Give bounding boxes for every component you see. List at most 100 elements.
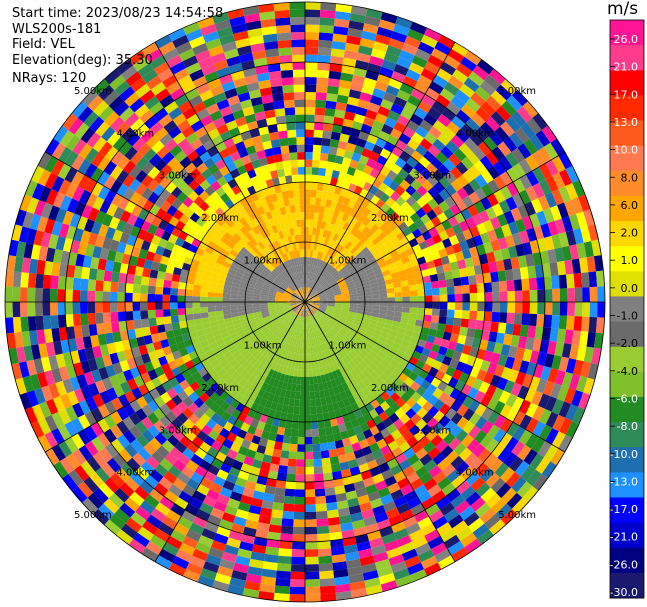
range-gate: [103, 90, 120, 106]
range-gate: [347, 285, 356, 291]
range-gate: [521, 278, 530, 291]
range-gate: [93, 487, 109, 504]
range-gate: [338, 237, 346, 246]
range-gate: [330, 216, 338, 225]
range-gate: [162, 515, 178, 530]
range-gate: [290, 313, 297, 321]
range-gate: [139, 89, 156, 104]
range-gate: [421, 180, 434, 192]
range-gate: [302, 294, 305, 302]
range-gate: [188, 94, 203, 108]
range-gate: [87, 95, 104, 112]
range-gate: [314, 322, 319, 330]
range-gate: [168, 484, 183, 497]
range-gate: [216, 417, 228, 428]
range-gate: [272, 379, 280, 388]
range-gate: [397, 269, 407, 277]
range-gate: [418, 353, 429, 364]
range-gate: [145, 251, 156, 262]
range-gate: [192, 302, 201, 308]
range-gate: [582, 302, 590, 317]
range-gate: [366, 201, 376, 211]
range-gate: [267, 63, 281, 73]
range-gate: [294, 391, 301, 400]
range-gate: [407, 94, 422, 108]
range-gate: [212, 423, 224, 435]
range-gate: [235, 508, 249, 520]
range-gate: [12, 271, 22, 288]
range-gate: [42, 302, 51, 316]
range-gate: [424, 302, 433, 309]
range-gate: [253, 536, 268, 547]
range-gate: [385, 197, 396, 208]
range-gate: [172, 429, 185, 442]
range-gate: [312, 346, 316, 354]
range-gate: [140, 293, 148, 302]
range-gate: [499, 404, 513, 419]
range-gate: [204, 397, 215, 408]
range-gate: [329, 279, 337, 286]
range-gate: [117, 197, 130, 211]
range-gate: [358, 243, 367, 252]
range-gate: [219, 33, 236, 46]
range-gate: [260, 364, 268, 374]
range-gate: [411, 535, 428, 549]
range-gate: [258, 275, 267, 282]
range-gate: [420, 168, 433, 181]
range-gate: [544, 289, 553, 302]
range-gate: [315, 510, 328, 520]
range-gate: [370, 48, 387, 60]
range-gate: [193, 184, 205, 196]
range-gate: [305, 331, 307, 340]
range-gate: [523, 449, 538, 466]
range-gate: [255, 529, 269, 540]
range-gate: [305, 316, 308, 325]
range-gate: [234, 374, 244, 384]
range-gate: [305, 421, 312, 430]
range-gate: [132, 310, 141, 321]
range-gate: [294, 307, 300, 314]
range-gate: [142, 199, 155, 212]
range-gate: [421, 94, 436, 108]
range-gate: [322, 183, 330, 192]
range-gate: [468, 178, 482, 192]
range-gate: [238, 314, 248, 320]
range-gate: [401, 285, 410, 292]
range-gate: [487, 410, 500, 425]
range-gate: [468, 191, 481, 205]
range-gate: [318, 252, 324, 260]
range-gate: [335, 243, 342, 252]
range-gate: [273, 328, 280, 336]
range-gate: [257, 241, 266, 250]
range-gate: [50, 314, 59, 329]
range-gate: [300, 212, 305, 220]
range-gate: [561, 216, 574, 233]
range-gate: [302, 309, 305, 317]
range-gate: [116, 420, 130, 435]
range-gate: [418, 435, 431, 448]
range-gate: [290, 579, 305, 587]
range-gate: [53, 340, 63, 356]
range-gate: [178, 314, 187, 322]
range-gate: [382, 500, 397, 513]
range-gate: [315, 368, 321, 377]
range-gate: [322, 334, 328, 343]
range-gate: [233, 257, 243, 265]
range-gate: [503, 451, 518, 468]
range-gate: [263, 317, 272, 323]
range-gate: [318, 307, 327, 312]
range-gate: [364, 452, 376, 464]
range-gate: [229, 264, 239, 272]
range-gate: [435, 496, 451, 510]
range-gate: [361, 335, 370, 343]
range-gate: [318, 336, 324, 345]
range-gate: [455, 161, 469, 175]
range-gate: [333, 568, 349, 578]
range-gate: [511, 497, 528, 515]
range-gate: [564, 387, 577, 405]
range-gate: [365, 329, 374, 337]
range-gate: [305, 234, 309, 243]
range-gate: [179, 542, 196, 556]
range-gate: [410, 150, 423, 163]
range-gate: [215, 287, 224, 294]
